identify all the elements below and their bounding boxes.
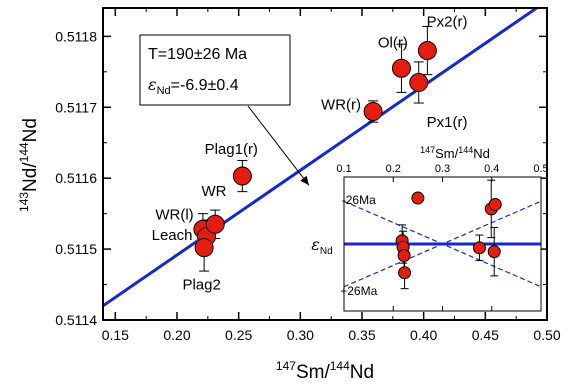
main-y-tick-label: 0.5114 (55, 312, 97, 328)
main-x-label-sup1: 147 (276, 359, 296, 373)
main-isochron-chart: Plag1(r) WR WR(l) Leach Plag2 WR(r) Ol(r) Px2(r… (17, 7, 561, 383)
main-data-points (193, 41, 437, 258)
inset-y-label-base: ε (311, 235, 320, 254)
main-x-tick-label: 0.50 (533, 327, 560, 343)
inset-dashed-line (344, 200, 541, 288)
inset-data-point (472, 241, 486, 255)
main-x-axis-label: 147Sm/144Nd (276, 359, 374, 383)
main-y-tick-label: 0.5117 (55, 99, 97, 115)
main-y-label-base1: Nd/ (20, 162, 41, 192)
inset-x-tick-label: 0.5 (533, 163, 548, 175)
main-point-label: Px1(r) (427, 114, 468, 131)
inset-data-point (488, 197, 502, 211)
inset-x-label-sup2: 144 (458, 145, 473, 155)
main-point-label: Leach (152, 227, 193, 244)
inset-tick-labels: 0.1 0.2 0.3 0.4 0.5 (336, 163, 548, 175)
main-x-tick-label: 0.25 (225, 327, 252, 343)
inset-line-labels: -26Ma +26Ma (340, 193, 377, 298)
main-data-point (205, 214, 225, 234)
main-x-tick-label: 0.30 (287, 327, 314, 343)
main-y-tick-label: 0.5118 (55, 28, 97, 44)
inset-line-label: -26Ma (342, 193, 376, 207)
inset-line-label: +26Ma (340, 284, 377, 298)
annotation-eps-sub: Nd (157, 85, 171, 97)
inset-data-point (397, 248, 411, 262)
main-point-label: Plag1(r) (205, 141, 258, 158)
main-point-label: WR(r) (321, 96, 361, 113)
main-x-tick-label: 0.40 (410, 327, 437, 343)
inset-data-points (395, 191, 502, 280)
annotation-epsilon: εNd=-6.9±0.4 (148, 75, 239, 97)
annotation-age: T=190±26 Ma (148, 46, 247, 63)
main-y-label-sup1: 143 (17, 192, 31, 212)
inset-epsilon-chart: -26Ma+26Ma 0.1 0.2 0.3 0.4 0.5 147Sm/144Nd ε… (311, 145, 549, 312)
isochron-line (103, 8, 540, 308)
inset-x-tick-label: 0.4 (484, 163, 499, 175)
main-point-label: WR(l) (155, 206, 193, 223)
inset-x-tick-label: 0.3 (435, 163, 450, 175)
annotation-arrow (247, 105, 310, 186)
main-data-point (232, 166, 252, 186)
main-data-point (417, 41, 437, 61)
inset-reference-lines (344, 200, 541, 288)
main-isochron-line-layer (103, 8, 540, 308)
main-data-point (391, 58, 411, 78)
main-y-tick-label: 0.5115 (55, 241, 97, 257)
inset-x-label-base2: Nd (473, 146, 490, 161)
inset-x-label-sup1: 147 (420, 145, 435, 155)
main-tick-labels: 0.15 0.20 0.25 0.30 0.35 0.40 0.45 0.50 0.5114 0.… (55, 28, 561, 343)
inset-frame (343, 176, 542, 312)
age-annotation: T=190±26 Ma εNd=-6.9±0.4 (139, 34, 310, 186)
inset-data-point (398, 266, 412, 280)
inset-data-point (487, 245, 501, 259)
main-y-tick-label: 0.5116 (55, 170, 97, 186)
main-point-labels: Plag1(r) WR WR(l) Leach Plag2 WR(r) Ol(r) Px2(r… (152, 13, 468, 293)
main-x-tick-label: 0.45 (472, 327, 499, 343)
inset-x-tick-label: 0.2 (386, 163, 401, 175)
main-x-tick-label: 0.15 (102, 327, 129, 343)
inset-y-label-sub: Nd (320, 246, 333, 257)
inset-data-point (411, 191, 425, 205)
main-x-label-sup2: 144 (330, 359, 350, 373)
annotation-eps-symbol: ε (148, 75, 157, 94)
main-x-label-base1: Sm/ (296, 362, 331, 383)
main-y-axis-label: 143Nd/144Nd (17, 118, 41, 212)
main-x-label-base2: Nd (350, 362, 374, 383)
main-y-label-base2: Nd (20, 118, 41, 142)
main-x-tick-label: 0.35 (348, 327, 375, 343)
main-plot-frame (102, 7, 548, 321)
inset-x-tick-label: 0.1 (336, 163, 351, 175)
main-data-point (409, 72, 429, 92)
main-data-point (194, 238, 214, 258)
inset-x-label-base1: Sm/ (435, 146, 459, 161)
inset-y-axis-label: εNd (311, 235, 332, 257)
main-point-label: Ol(r) (378, 35, 408, 52)
main-x-tick-label: 0.20 (163, 327, 190, 343)
main-point-label: WR (202, 183, 227, 200)
inset-x-axis-label: 147Sm/144Nd (420, 145, 490, 161)
annotation-arrowhead (300, 175, 309, 186)
main-point-label: Px2(r) (427, 13, 468, 30)
main-y-label-sup2: 144 (17, 142, 31, 162)
annotation-box (139, 34, 291, 106)
main-data-point (363, 102, 383, 122)
main-point-label: Plag2 (182, 277, 220, 294)
annotation-eps-value: =-6.9±0.4 (171, 77, 239, 94)
